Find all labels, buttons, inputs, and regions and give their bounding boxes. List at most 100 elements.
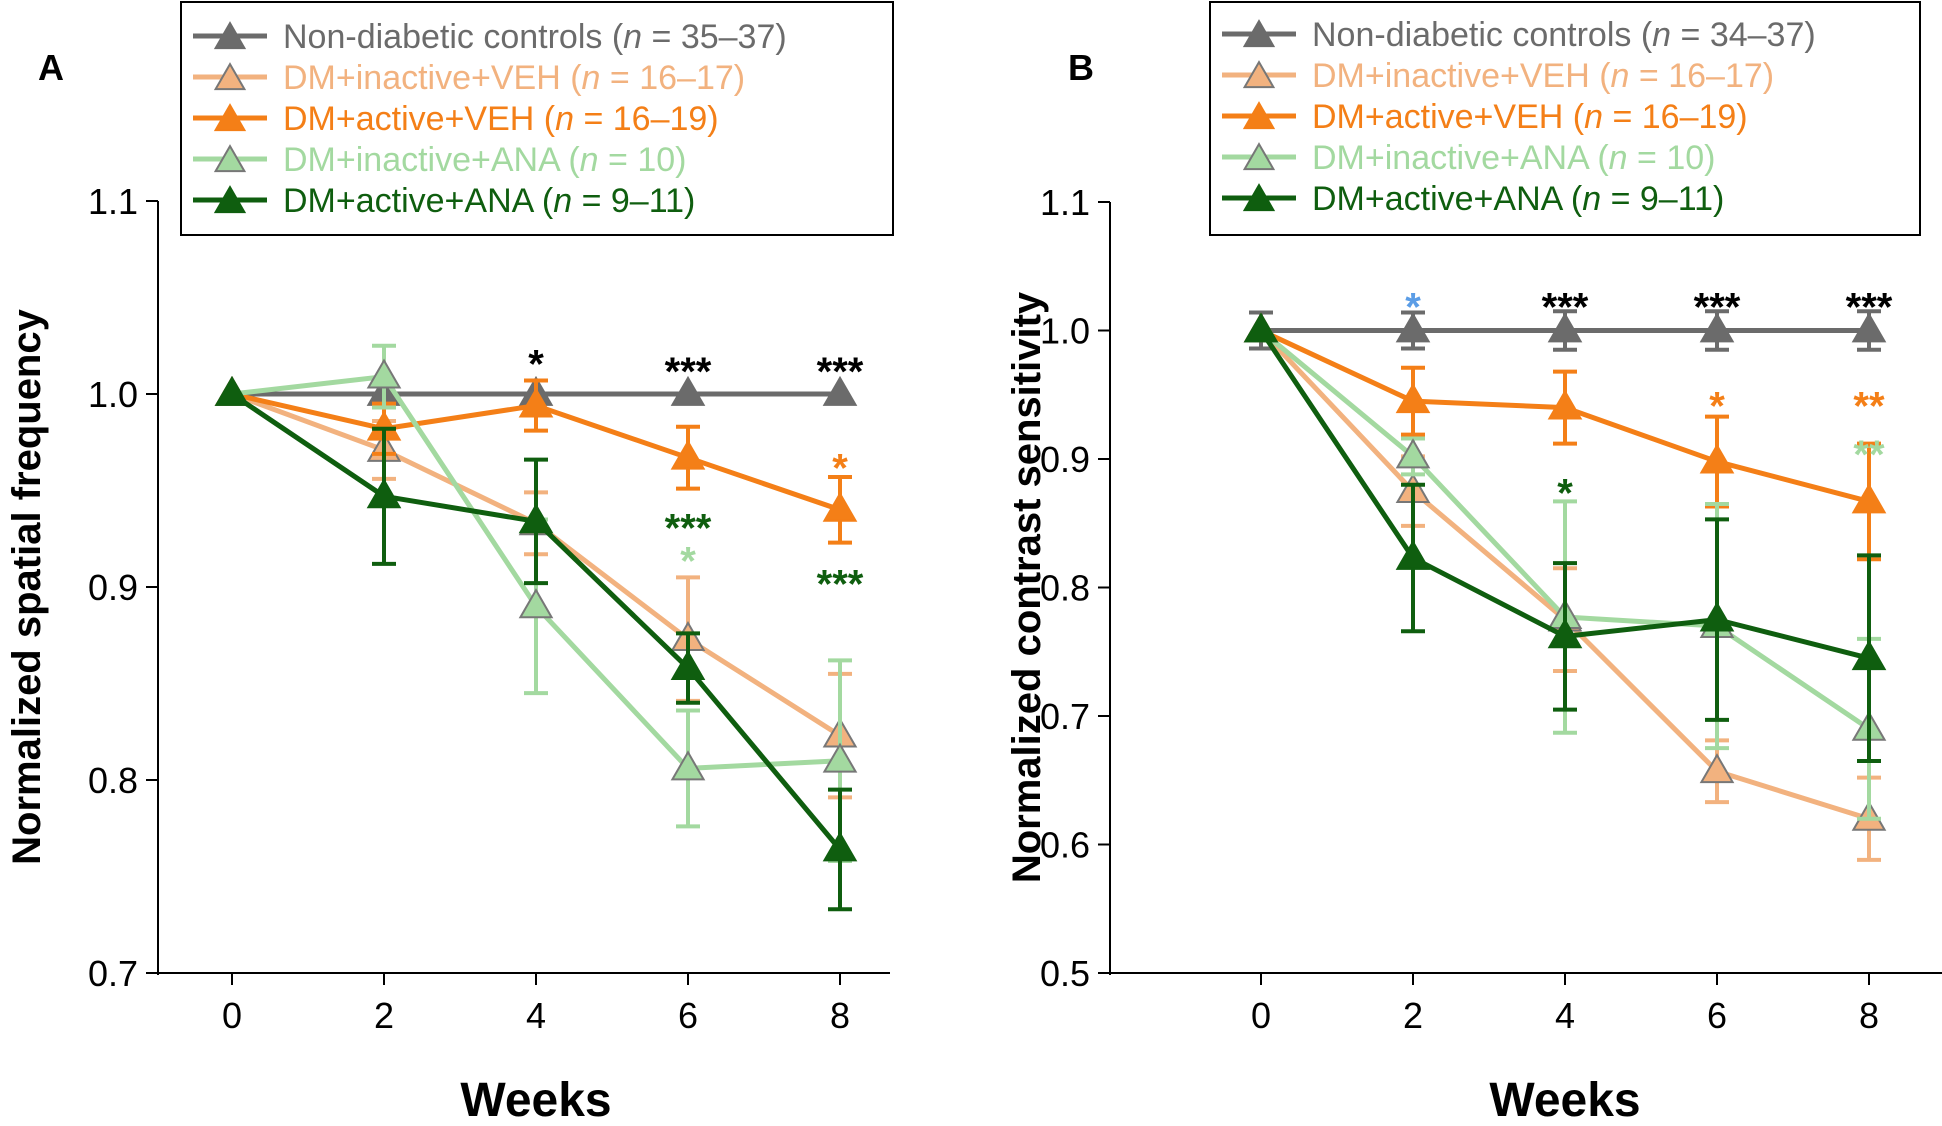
legend-marker (1242, 101, 1276, 130)
significance-mark: *** (665, 506, 712, 550)
legend-marker (1242, 60, 1276, 89)
legend-label: Non-diabetic controls (n = 34–37) (1312, 16, 1816, 54)
panel-label: B (1068, 47, 1094, 88)
legend-marker (1242, 142, 1276, 171)
series-dm-active-ana (214, 375, 858, 912)
x-tick-label: 0 (1251, 995, 1271, 1036)
y-tick-label: 0.7 (1040, 696, 1090, 737)
y-tick-label: 0.5 (1040, 953, 1090, 994)
significance-mark: *** (1846, 285, 1893, 329)
y-tick-label: 0.8 (1040, 568, 1090, 609)
data-point (1395, 438, 1431, 469)
data-point (1243, 312, 1279, 343)
y-axis-label: Normalized contrast sensitivity (1005, 291, 1049, 883)
significance-mark: *** (817, 562, 864, 606)
y-tick-label: 0.8 (88, 760, 138, 801)
y-tick-label: 1.0 (1040, 311, 1090, 352)
significance-mark: ** (1853, 384, 1885, 428)
legend-entry: DM+active+VEH (n = 16–19) (1222, 98, 1748, 136)
significance-mark: *** (1542, 285, 1589, 329)
legend-marker (213, 103, 247, 132)
legend-label: DM+active+ANA (n = 9–11) (1312, 180, 1724, 218)
legend-entry: DM+active+ANA (n = 9–11) (1222, 180, 1724, 218)
data-point (1699, 753, 1735, 784)
legend-frame (1209, 1, 1921, 236)
data-point (1699, 601, 1735, 632)
legend-marker (1242, 183, 1276, 212)
x-axis-label: Weeks (460, 1074, 611, 1121)
legend-label: DM+active+VEH (n = 16–19) (1312, 98, 1748, 136)
data-point (1547, 618, 1583, 649)
data-point (1395, 383, 1431, 414)
significance-mark: ** (1853, 433, 1885, 477)
legend-entry: DM+active+ANA (n = 9–11) (193, 182, 695, 220)
legend-entry: Non-diabetic controls (n = 34–37) (1222, 16, 1816, 54)
x-tick-label: 4 (1555, 995, 1575, 1036)
y-tick-label: 0.6 (1040, 825, 1090, 866)
data-point (822, 831, 858, 862)
legend-label: DM+inactive+VEH (n = 16–17) (283, 59, 745, 97)
data-point (518, 503, 554, 534)
x-axis-label: Weeks (1489, 1074, 1640, 1121)
y-tick-label: 1.1 (1040, 182, 1090, 223)
data-point (366, 478, 402, 509)
y-tick-label: 0.9 (1040, 439, 1090, 480)
legend-marker (213, 21, 247, 50)
data-point (1395, 539, 1431, 570)
data-point (366, 358, 402, 389)
y-tick-label: 1.1 (88, 181, 138, 222)
legend-marker (213, 144, 247, 173)
significance-mark: *** (665, 350, 712, 394)
legend-entry: Non-diabetic controls (n = 35–37) (193, 18, 787, 56)
data-point (670, 649, 706, 680)
x-tick-label: 6 (678, 995, 698, 1036)
data-point (670, 439, 706, 470)
x-tick-label: 4 (526, 995, 546, 1036)
significance-mark: * (528, 342, 544, 386)
legend-frame (180, 1, 894, 236)
legend-label: DM+active+VEH (n = 16–19) (283, 100, 719, 138)
significance-mark: * (832, 447, 848, 491)
x-tick-label: 8 (1859, 995, 1879, 1036)
legend-label: DM+inactive+VEH (n = 16–17) (1312, 57, 1774, 95)
data-point (822, 375, 858, 406)
significance-mark: * (1557, 472, 1573, 516)
significance-mark: * (1405, 285, 1421, 329)
legend-entry: DM+active+VEH (n = 16–19) (193, 100, 719, 138)
data-point (518, 588, 554, 619)
x-tick-label: 2 (1403, 995, 1423, 1036)
legend-label: DM+inactive+ANA (n = 10) (1312, 139, 1715, 177)
legend-label: DM+active+ANA (n = 9–11) (283, 182, 695, 220)
data-point (1851, 483, 1887, 514)
legend-entry: DM+inactive+VEH (n = 16–17) (1222, 57, 1774, 95)
legend: Non-diabetic controls (n = 35–37)DM+inac… (180, 1, 894, 236)
x-tick-label: 6 (1707, 995, 1727, 1036)
data-point (670, 375, 706, 406)
significance-mark: * (680, 539, 696, 583)
y-axis-label: Normalized spatial frequency (5, 308, 49, 864)
data-point (1851, 640, 1887, 671)
data-point (1547, 389, 1583, 420)
data-point (822, 742, 858, 773)
legend-entry: DM+inactive+ANA (n = 10) (1222, 139, 1715, 177)
data-point (1547, 312, 1583, 343)
data-point (518, 387, 554, 418)
panel-a: A 0.7 0.8 0.9 1.0 1.1 0 2 4 6 8 Weeks Normalized spa… (5, 1, 894, 1126)
legend-marker (213, 62, 247, 91)
y-tick-label: 1.0 (88, 374, 138, 415)
series-dm-active-ana (1243, 312, 1887, 763)
data-point (1395, 312, 1431, 343)
significance-mark: *** (1694, 285, 1741, 329)
y-tick-label: 0.9 (88, 567, 138, 608)
x-tick-label: 8 (830, 995, 850, 1036)
data-point (1851, 312, 1887, 343)
legend-marker (213, 185, 247, 214)
data-point (1699, 443, 1735, 474)
legend-label: Non-diabetic controls (n = 35–37) (283, 18, 787, 56)
y-tick-label: 0.7 (88, 953, 138, 994)
data-point (1699, 312, 1735, 343)
data-point (822, 491, 858, 522)
significance-mark: * (1709, 384, 1725, 428)
panel-b: B 0.5 0.6 0.7 0.8 0.9 1.0 1.1 0 2 4 6 8 Weeks Normaliz… (1005, 1, 1942, 1126)
